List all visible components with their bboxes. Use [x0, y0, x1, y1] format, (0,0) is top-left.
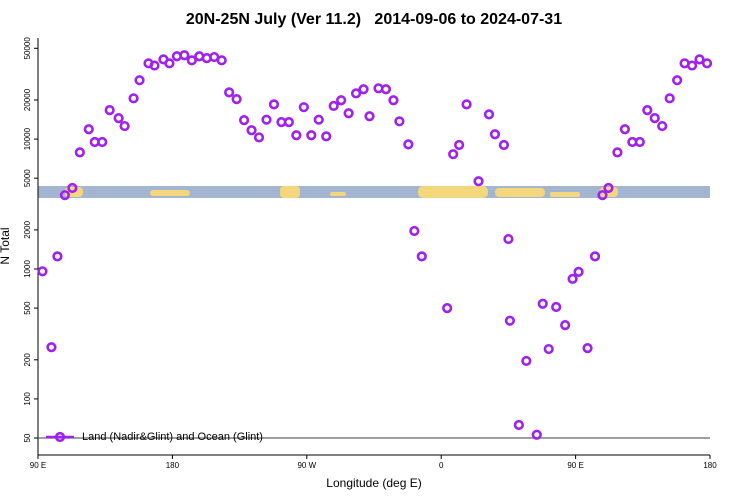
point [489, 129, 501, 140]
point [657, 120, 668, 132]
point [521, 355, 532, 367]
point [350, 88, 362, 99]
point [573, 266, 584, 277]
point [238, 115, 250, 126]
y-tick-label: 50 [23, 433, 32, 442]
y-tick-label: 500 [23, 301, 32, 315]
point [551, 301, 562, 313]
point [261, 114, 272, 125]
point [504, 315, 515, 326]
x-tick-label: 90 W [297, 461, 316, 470]
point [649, 113, 660, 124]
y-tick-label: 1000 [23, 260, 32, 278]
point [537, 298, 548, 309]
point [119, 120, 130, 132]
point [37, 266, 48, 277]
point [531, 429, 542, 440]
point [461, 99, 472, 110]
legend-marker [54, 431, 66, 443]
point [134, 75, 145, 86]
point [104, 105, 115, 116]
point [306, 130, 317, 141]
point [67, 182, 78, 194]
point [59, 190, 70, 201]
point [701, 58, 713, 69]
point [454, 139, 465, 151]
point [448, 149, 459, 160]
point [694, 54, 705, 65]
point [298, 102, 309, 113]
point [664, 93, 675, 104]
point [321, 131, 332, 142]
point [164, 58, 175, 69]
point [567, 273, 578, 284]
point [442, 303, 453, 314]
y-axis-label: N Total [0, 227, 12, 264]
point [74, 147, 85, 158]
point [52, 251, 63, 262]
point [498, 139, 510, 151]
point [388, 95, 399, 106]
point [179, 50, 190, 61]
point [336, 95, 347, 106]
point [612, 147, 623, 158]
chart-title: 20N-25N July (Ver 11.2) 2014-09-06 to 20… [186, 11, 562, 28]
point [83, 124, 94, 135]
y-tick-label: 200 [23, 353, 32, 367]
y-tick-label: 20000 [23, 88, 32, 111]
legend-label: Land (Nadir&Glint) and Ocean (Glint) [82, 431, 263, 443]
point [409, 225, 420, 237]
point [394, 116, 405, 127]
point [483, 109, 495, 120]
y-tick-label: 2000 [23, 220, 32, 238]
point [253, 132, 265, 143]
y-tick-label: 10000 [23, 127, 32, 150]
point [686, 60, 698, 71]
point [513, 419, 524, 431]
point [589, 251, 601, 262]
point [97, 136, 108, 148]
point [560, 319, 571, 331]
point [246, 125, 257, 136]
y-tick-label: 100 [23, 392, 32, 406]
x-tick-label: 0 [439, 461, 444, 470]
point [186, 55, 197, 66]
point [291, 130, 302, 141]
y-tick-label: 5000 [23, 169, 32, 187]
point [416, 251, 427, 262]
x-tick-label: 180 [703, 461, 717, 470]
point [268, 99, 280, 110]
x-tick-label: 90 E [30, 461, 46, 470]
point [403, 139, 414, 150]
point [313, 114, 324, 125]
point [128, 93, 139, 104]
point [597, 190, 608, 201]
point [283, 117, 294, 128]
point [380, 84, 392, 95]
point [224, 87, 235, 98]
point [46, 342, 57, 353]
point [216, 55, 227, 66]
x-tick-label: 180 [166, 461, 180, 470]
point [603, 182, 614, 194]
point [473, 176, 484, 187]
point [358, 84, 369, 95]
x-axis-label: Longitude (deg E) [326, 476, 421, 490]
point [231, 94, 242, 105]
point [642, 105, 653, 116]
point [328, 100, 339, 112]
point [343, 108, 354, 119]
point [582, 343, 593, 354]
point [503, 233, 514, 245]
point [364, 111, 375, 122]
point [619, 124, 630, 135]
point [149, 60, 160, 71]
point [634, 136, 645, 148]
point [672, 75, 683, 86]
point [543, 343, 554, 355]
y-tick-label: 50000 [23, 37, 32, 60]
x-tick-label: 90 E [567, 461, 583, 470]
point [113, 113, 124, 124]
